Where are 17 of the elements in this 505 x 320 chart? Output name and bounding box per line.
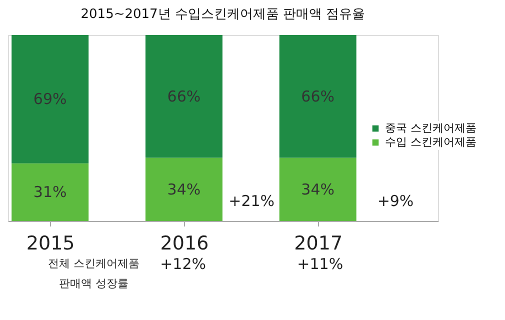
legend-label: 수입 스킨케어제품 [385, 136, 476, 148]
x-tick-label: 2015 [26, 232, 75, 254]
text: +11% [297, 255, 344, 273]
text: 전체 스킨케어제품 판매액 성장률 [48, 257, 140, 290]
text: +12% [160, 255, 206, 273]
data-label: 34% [301, 180, 335, 198]
x-tick-label: 2016 [160, 232, 209, 254]
data-label: 31% [33, 183, 67, 202]
data-label: 69% [33, 90, 67, 108]
annotation: +9% [377, 192, 414, 210]
data-label: 34% [167, 180, 201, 198]
x-tick-label: 2017 [294, 232, 343, 254]
data-label: 66% [301, 87, 335, 106]
data-label: 66% [167, 87, 201, 106]
annotation: +21% [228, 192, 275, 210]
chart-title: 2015~2017년 수입스킨케어제품 판매액 점유율 [80, 7, 366, 22]
legend-label: 중국 스킨케어제품 [385, 122, 476, 134]
